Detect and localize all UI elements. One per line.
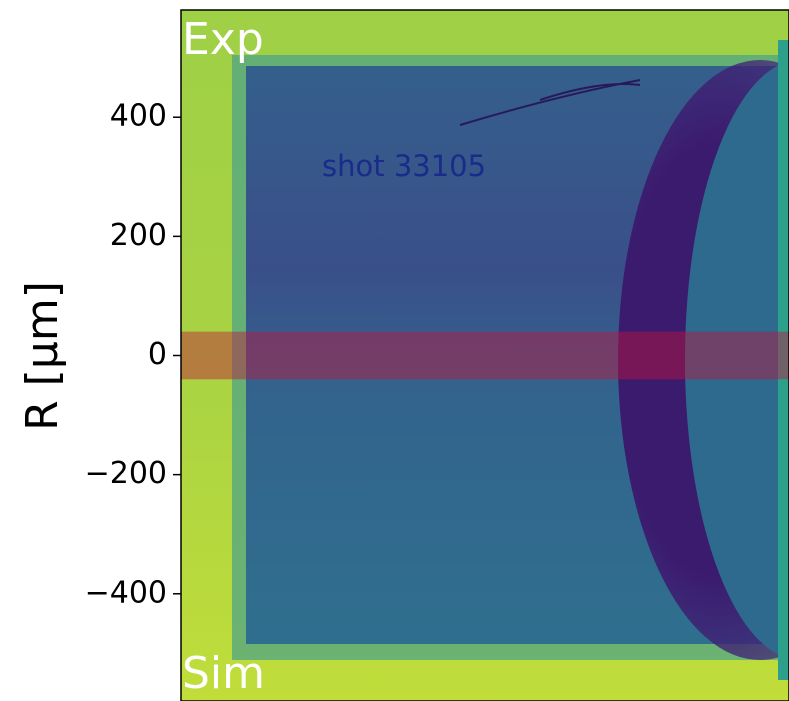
- y-tick-label: 200: [110, 218, 167, 253]
- chart: Exp Sim shot 33105 R [μm] 400 200 0 −200 −40…: [0, 0, 789, 701]
- highlight-band: [181, 332, 789, 380]
- y-tick-label: 400: [110, 99, 167, 134]
- y-tick-label: 0: [148, 337, 167, 372]
- y-tick-label: −400: [85, 575, 167, 610]
- y-axis-label: R [μm]: [17, 281, 68, 431]
- annotation: shot 33105: [322, 149, 486, 183]
- y-tick-label: −200: [85, 456, 167, 491]
- annotation: Exp: [182, 14, 264, 65]
- annotation: Sim: [182, 648, 265, 699]
